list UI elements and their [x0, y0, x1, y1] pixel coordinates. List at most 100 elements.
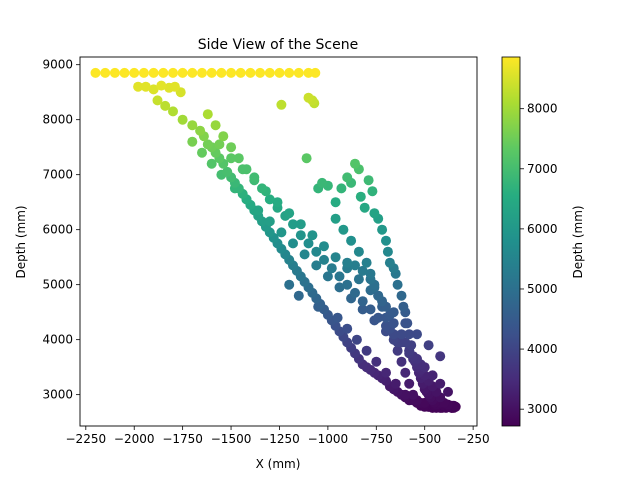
data-point: [319, 241, 329, 252]
data-point: [330, 252, 341, 263]
data-point: [177, 67, 188, 78]
x-tick-label: −250: [457, 432, 490, 446]
data-point: [443, 386, 453, 397]
data-point: [293, 67, 304, 78]
data-point: [160, 100, 171, 111]
data-point: [276, 227, 287, 238]
data-point: [284, 208, 295, 219]
data-point: [284, 279, 295, 290]
data-point: [168, 106, 178, 117]
data-point: [156, 80, 167, 91]
data-point: [233, 153, 244, 164]
data-point: [303, 92, 314, 103]
chart-title: Side View of the Scene: [198, 37, 358, 53]
data-point: [359, 202, 370, 213]
data-point: [310, 67, 321, 78]
data-point: [255, 67, 266, 78]
data-point: [272, 197, 283, 208]
data-point: [303, 238, 314, 249]
data-point: [342, 323, 353, 334]
data-point: [301, 153, 312, 164]
data-point: [396, 356, 407, 367]
data-point: [382, 246, 393, 257]
data-point: [322, 271, 333, 282]
data-point: [90, 67, 101, 78]
data-point: [237, 164, 248, 175]
data-point: [138, 67, 149, 78]
data-point: [435, 378, 446, 389]
data-point: [336, 183, 347, 194]
colorbar-label: Depth (mm): [571, 205, 585, 278]
x-tick-label: −500: [408, 432, 441, 446]
data-point: [253, 205, 264, 216]
data-point: [332, 312, 343, 323]
data-point: [168, 67, 178, 78]
data-point: [357, 265, 368, 276]
data-point: [129, 67, 140, 78]
x-tick-label: −1000: [308, 432, 349, 446]
data-point: [408, 389, 419, 400]
data-point: [295, 230, 306, 241]
data-point: [334, 282, 345, 293]
data-point: [274, 67, 285, 78]
data-point: [319, 254, 329, 265]
data-point: [326, 263, 337, 274]
data-point: [187, 136, 198, 147]
data-point: [398, 301, 409, 312]
colorbar-tick-label: 7000: [527, 162, 558, 176]
data-point: [402, 318, 413, 329]
data-point: [371, 356, 382, 367]
data-point: [293, 290, 304, 301]
x-axis: −2250 −2000 −1750 −1500 −1250 −1000 −750 −500 −2…: [66, 426, 490, 446]
data-point: [222, 166, 233, 177]
x-tick-label: −1250: [259, 432, 300, 446]
data-point: [311, 260, 322, 271]
data-point: [148, 67, 159, 78]
data-point: [361, 345, 372, 356]
colorbar: [501, 56, 521, 427]
y-tick-label: 3000: [42, 388, 73, 402]
data-point: [363, 175, 374, 186]
data-point: [206, 158, 217, 169]
data-point: [311, 246, 322, 257]
data-point: [381, 320, 391, 331]
data-point: [392, 345, 403, 356]
data-point: [388, 318, 399, 329]
data-point: [249, 172, 260, 183]
data-point: [338, 224, 349, 235]
data-point: [342, 257, 353, 268]
data-point: [350, 260, 360, 271]
data-point: [373, 290, 384, 301]
y-tick-label: 4000: [42, 333, 73, 347]
colorbar-tick-label: 4000: [527, 342, 558, 356]
data-point: [202, 109, 213, 120]
data-point: [226, 67, 237, 78]
data-point: [100, 67, 111, 78]
data-point: [381, 367, 391, 378]
data-point: [140, 81, 151, 92]
x-tick-label: −1500: [211, 432, 252, 446]
data-point: [152, 95, 163, 106]
data-point: [342, 172, 353, 183]
data-point: [404, 329, 415, 340]
data-point: [235, 67, 246, 78]
data-point: [404, 378, 415, 389]
data-point: [288, 219, 298, 230]
data-point: [390, 378, 401, 389]
data-point: [330, 197, 341, 208]
data-point: [276, 99, 287, 110]
x-axis-label: X (mm): [256, 457, 301, 471]
data-point: [353, 274, 364, 285]
data-point: [197, 67, 207, 78]
data-point: [350, 158, 360, 169]
data-point: [361, 257, 372, 268]
plot-frame: [79, 56, 478, 427]
data-point: [158, 67, 169, 78]
data-point: [288, 238, 298, 249]
data-point: [400, 389, 411, 400]
data-point: [355, 191, 366, 202]
data-point: [392, 279, 403, 290]
data-point: [334, 271, 345, 282]
data-point: [396, 329, 407, 340]
